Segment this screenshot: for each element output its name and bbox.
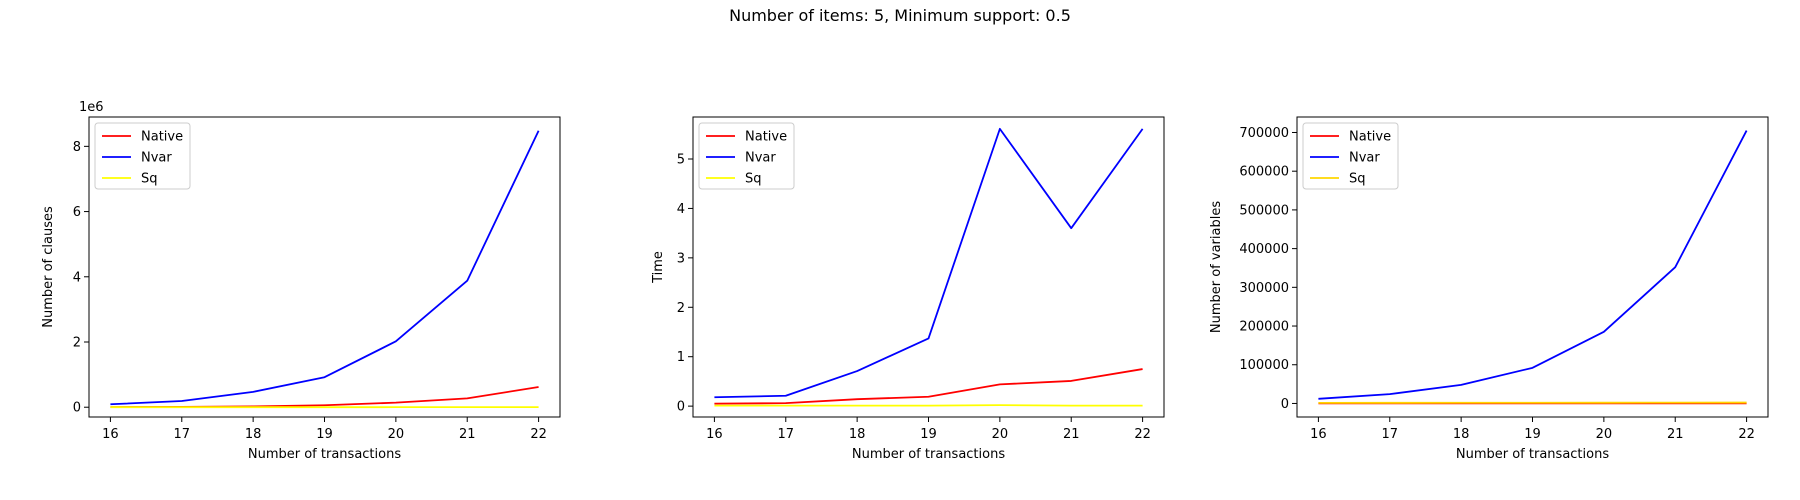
y-tick-label: 8 xyxy=(73,140,81,155)
chart-2: 16 17 18 19 20 21 22 0 1 2 3 4 5 Number of transactio… xyxy=(651,116,1165,462)
x-tick-label: 19 xyxy=(1524,427,1541,442)
y-tick-label: 2 xyxy=(73,336,81,351)
legend-box xyxy=(94,122,191,190)
y-axis-label: Number of variables xyxy=(1209,201,1224,333)
chart-3: 16 17 18 19 20 21 22 0 100000 200000 300000 400000 5… xyxy=(1209,116,1769,462)
y-tick-label: 700000 xyxy=(1239,126,1289,141)
y-tick-label: 500000 xyxy=(1239,203,1289,218)
y-tick-label: 4 xyxy=(73,270,81,285)
x-tick-label: 17 xyxy=(1381,427,1398,442)
x-tick-label: 16 xyxy=(1310,427,1327,442)
y-tick-label: 300000 xyxy=(1239,281,1289,296)
y-tick-label: 6 xyxy=(73,205,81,220)
x-tick-label: 18 xyxy=(849,427,866,442)
x-axis-label: Number of transactions xyxy=(1456,447,1609,462)
legend-label-native: Native xyxy=(1349,130,1391,145)
x-tick-label: 17 xyxy=(777,427,794,442)
y-offset-text: 1e6 xyxy=(79,100,104,115)
y-tick-label: 100000 xyxy=(1239,358,1289,373)
y-tick-label: 4 xyxy=(677,202,685,217)
legend-label-sq: Sq xyxy=(1349,172,1366,187)
legend-box xyxy=(698,122,795,190)
legend-label-nvar: Nvar xyxy=(1349,151,1380,166)
x-tick-label: 22 xyxy=(1134,427,1151,442)
series-line-nvar xyxy=(110,130,540,406)
legend-label-nvar: Nvar xyxy=(745,151,776,166)
x-axis-label: Number of transactions xyxy=(852,447,1005,462)
y-tick-label: 0 xyxy=(73,401,81,416)
x-tick-label: 16 xyxy=(102,427,119,442)
figure-title: Number of items: 5, Minimum support: 0.5 xyxy=(729,6,1071,25)
legend-box xyxy=(1302,122,1399,190)
y-tick-label: 0 xyxy=(677,400,685,415)
legend: Native Nvar Sq xyxy=(94,122,191,190)
legend: Native Nvar Sq xyxy=(698,122,795,190)
x-tick-label: 16 xyxy=(706,427,723,442)
series-line-native xyxy=(110,386,539,409)
legend-label-native: Native xyxy=(141,130,183,145)
y-tick-label: 600000 xyxy=(1239,165,1289,180)
x-tick-label: 18 xyxy=(245,427,262,442)
y-tick-label: 1 xyxy=(677,350,685,365)
y-tick-label: 5 xyxy=(677,153,685,168)
x-tick-label: 20 xyxy=(992,427,1009,442)
chart-1: 16 17 18 19 20 21 22 0 2 4 6 8 1e6 Number of transact… xyxy=(41,100,561,462)
x-tick-label: 19 xyxy=(316,427,333,442)
series-line-nvar xyxy=(714,127,1144,399)
y-axis-label: Number of clauses xyxy=(41,206,56,328)
series-line-native xyxy=(714,368,1143,405)
y-tick-label: 0 xyxy=(1281,397,1289,412)
y-tick-label: 2 xyxy=(677,301,685,316)
legend-label-sq: Sq xyxy=(745,172,762,187)
x-tick-label: 19 xyxy=(920,427,937,442)
series-line-nvar xyxy=(1318,130,1748,400)
x-axis-label: Number of transactions xyxy=(248,447,401,462)
x-tick-label: 22 xyxy=(1738,427,1755,442)
legend-label-nvar: Nvar xyxy=(141,151,172,166)
x-tick-label: 22 xyxy=(530,427,547,442)
x-tick-label: 20 xyxy=(1596,427,1613,442)
legend-label-sq: Sq xyxy=(141,172,158,187)
x-tick-label: 21 xyxy=(1063,427,1080,442)
x-tick-label: 21 xyxy=(459,427,476,442)
y-axis-label: Time xyxy=(651,251,666,284)
legend-label-native: Native xyxy=(745,130,787,145)
y-tick-label: 400000 xyxy=(1239,242,1289,257)
x-tick-label: 17 xyxy=(173,427,190,442)
y-tick-label: 3 xyxy=(677,251,685,266)
x-tick-label: 21 xyxy=(1667,427,1684,442)
y-tick-label: 200000 xyxy=(1239,320,1289,335)
x-tick-label: 18 xyxy=(1453,427,1470,442)
legend: Native Nvar Sq xyxy=(1302,122,1399,190)
x-tick-label: 20 xyxy=(388,427,405,442)
